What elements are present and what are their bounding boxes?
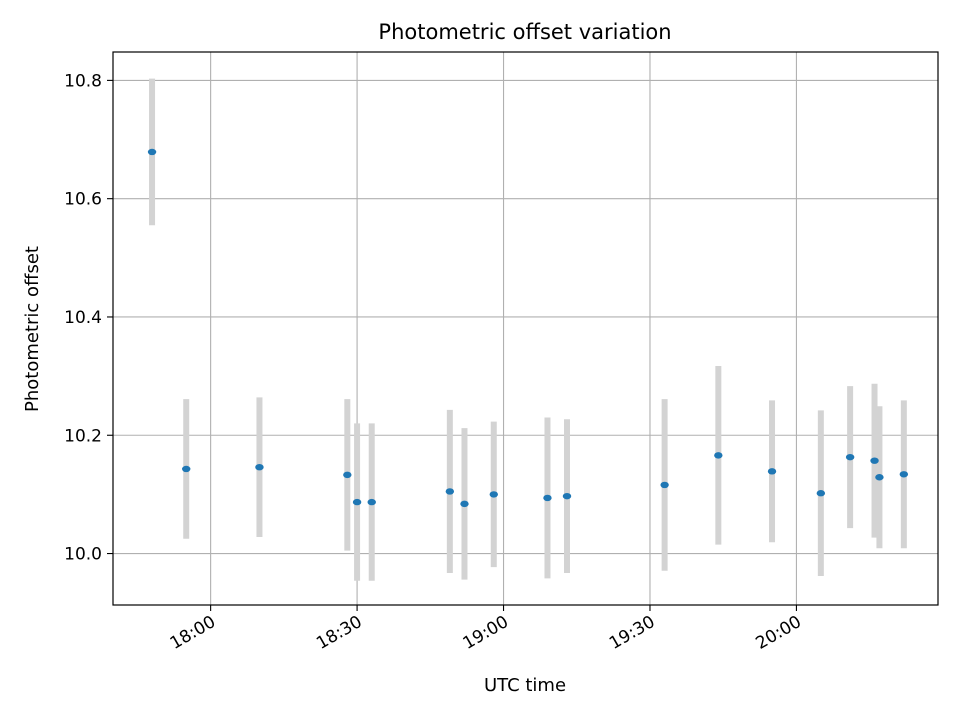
y-axis-label: Photometric offset — [22, 246, 43, 412]
y-tick-label: 10.4 — [64, 308, 102, 328]
data-point — [875, 474, 884, 481]
data-point — [367, 498, 376, 506]
data-point — [543, 494, 552, 502]
data-point — [870, 457, 879, 464]
data-point — [445, 488, 455, 495]
data-points — [147, 148, 909, 508]
y-tick-label: 10.0 — [64, 545, 102, 565]
data-point — [182, 465, 191, 473]
y-tick-label: 10.2 — [64, 426, 102, 446]
data-point — [899, 471, 909, 478]
y-tick-label: 10.8 — [64, 71, 102, 91]
data-point — [816, 490, 826, 497]
x-tick-label: 19:00 — [460, 612, 512, 654]
x-axis-label: UTC time — [484, 675, 566, 696]
data-point — [714, 452, 723, 459]
grid — [113, 52, 938, 605]
data-point — [767, 468, 777, 475]
data-point — [460, 500, 469, 508]
y-tick-label: 10.6 — [64, 190, 102, 210]
chart-title: Photometric offset variation — [378, 20, 671, 44]
x-axis: 18:00 18:30 19:00 19:30 20:00 — [167, 605, 805, 654]
data-point — [489, 491, 498, 498]
data-point — [660, 481, 669, 489]
error-bars — [149, 78, 907, 581]
x-tick-label: 18:30 — [313, 612, 365, 654]
y-axis: 10.0 10.2 10.4 10.6 10.8 — [64, 71, 113, 565]
x-tick-label: 20:00 — [752, 612, 804, 654]
x-tick-label: 18:00 — [167, 612, 219, 654]
data-point — [147, 148, 157, 156]
data-point — [343, 471, 352, 479]
data-point — [562, 492, 572, 500]
x-tick-label: 19:30 — [606, 612, 658, 654]
plot-frame — [112, 51, 939, 606]
data-point — [845, 453, 855, 461]
data-point — [352, 498, 362, 506]
data-point — [255, 463, 264, 471]
